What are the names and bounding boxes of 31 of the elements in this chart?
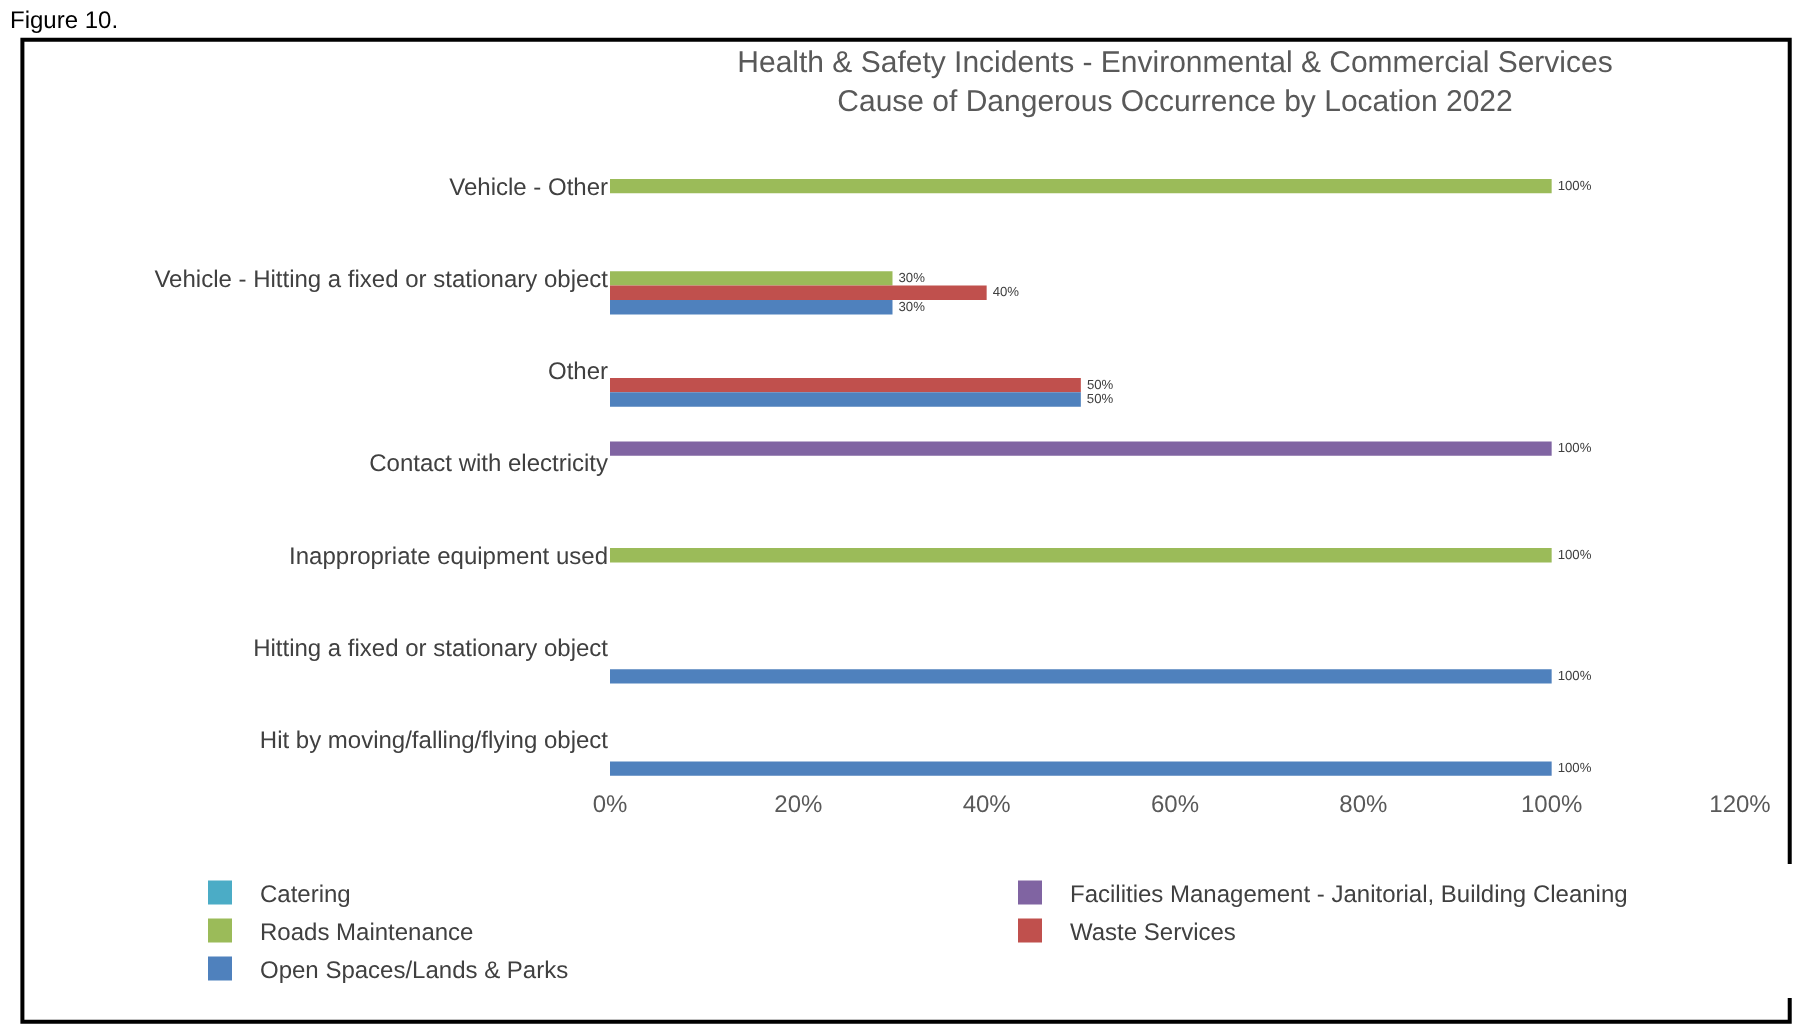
legend-label: Facilities Management - Janitorial, Building Cleaning [1070, 879, 1628, 908]
bar [610, 300, 893, 315]
bar [610, 178, 1552, 194]
bar [610, 271, 893, 286]
bar [610, 377, 1081, 393]
legend-label: Open Spaces/Lands & Parks [260, 955, 569, 984]
x-tick-label: 80% [1339, 790, 1388, 818]
y-tick-label: Other [547, 357, 608, 386]
x-tick-label: 0% [592, 790, 628, 818]
caption: Figure 10. [10, 6, 119, 34]
x-tick-label: 100% [1520, 790, 1583, 818]
bar [610, 548, 1552, 563]
legend-label: Roads Maintenance [260, 917, 475, 946]
y-tick-label: Contact with electricity [369, 449, 608, 478]
bar [610, 669, 1552, 684]
legend-label: Waste Services [1070, 917, 1236, 946]
x-tick-label: 40% [962, 790, 1012, 818]
legend-label: Catering [260, 879, 351, 908]
x-tick-label: 20% [774, 790, 823, 818]
bar [610, 441, 1552, 456]
bar [610, 392, 1081, 407]
y-tick-label: Hit by moving/falling/flying object [259, 726, 610, 755]
y-tick-label: Inappropriate equipment used [289, 541, 608, 570]
y-tick-label: Vehicle - Other [449, 172, 608, 201]
bar [610, 761, 1552, 776]
bar [610, 285, 987, 301]
x-tick-label: 120% [1709, 790, 1772, 818]
y-tick-label: Vehicle - Hitting a fixed or stationary object [154, 264, 610, 293]
chart-title: Health & Safety Incidents - Environmental & Commercial Services Cause of Dangerous Occurrence by Location 2022 [737, 45, 1613, 119]
y-tick-label: Hitting a fixed or stationary object [253, 633, 610, 662]
x-tick-label: 60% [1150, 790, 1200, 818]
